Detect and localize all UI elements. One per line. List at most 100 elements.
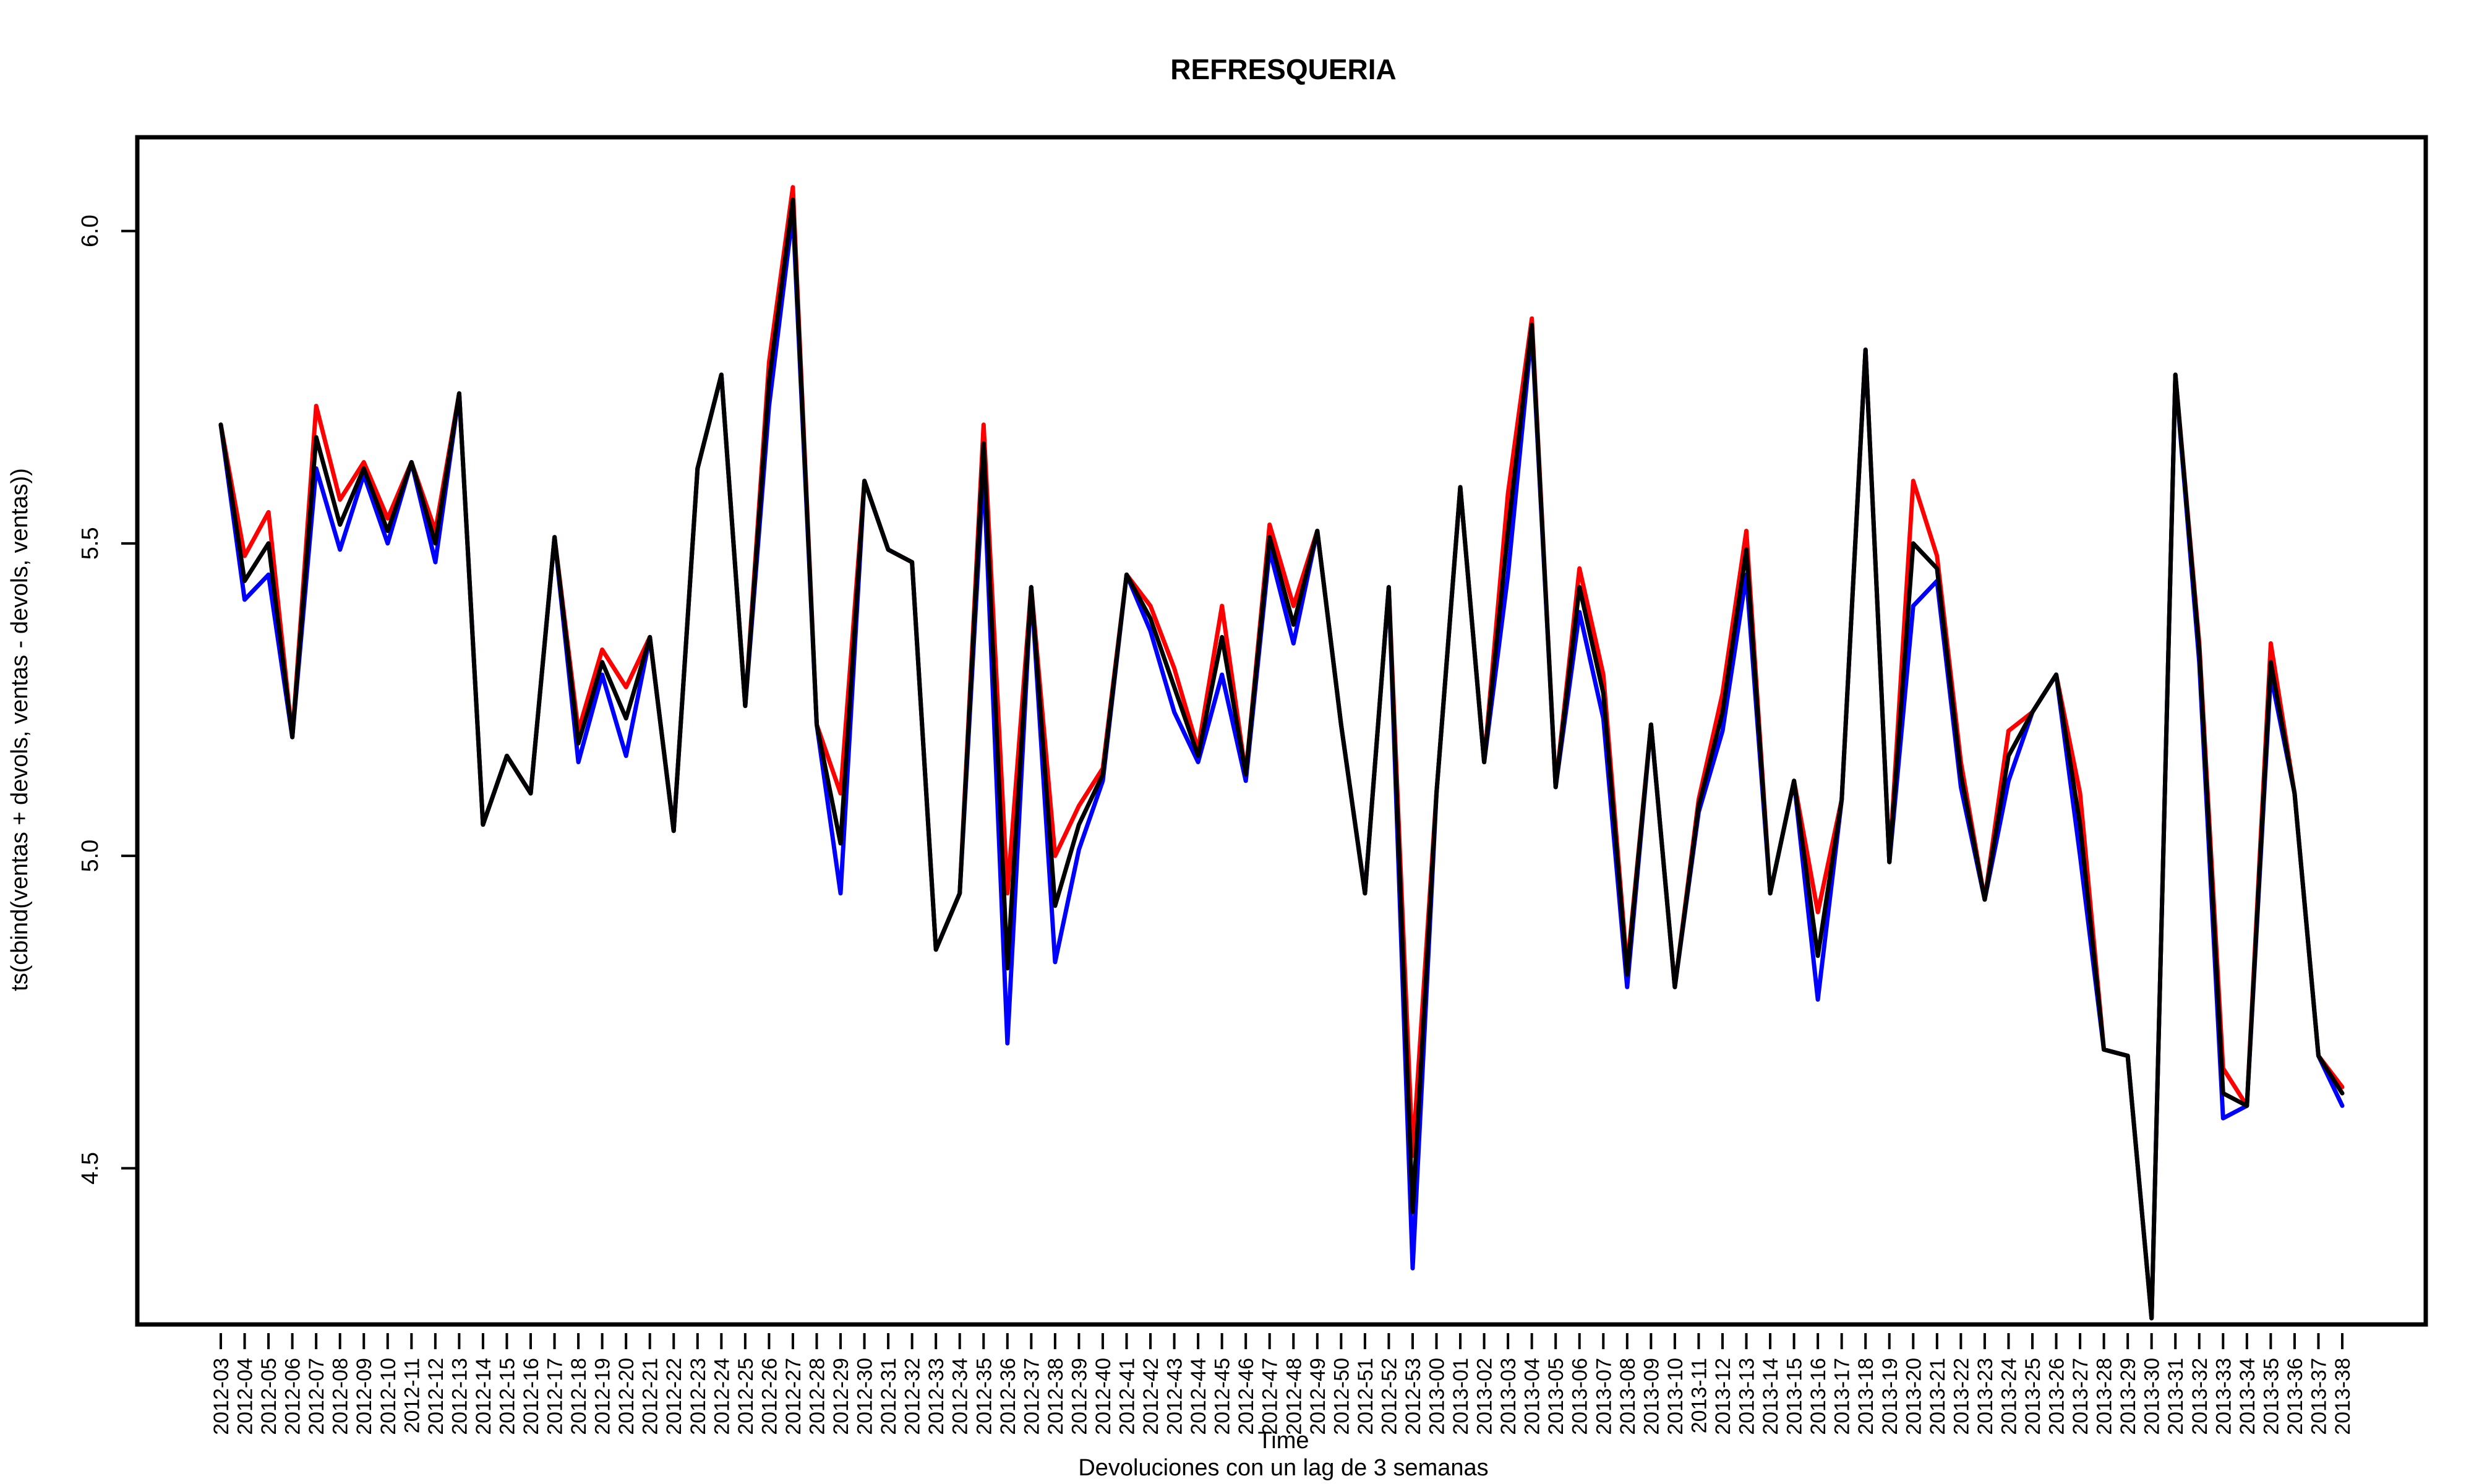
x-tick-label: 2013-35 <box>2259 1358 2283 1435</box>
x-tick-label: 2012-45 <box>1211 1358 1235 1435</box>
x-tick-label: 2012-27 <box>782 1358 805 1435</box>
x-tick-label: 2012-12 <box>424 1358 448 1435</box>
x-tick-label: 2013-28 <box>2093 1358 2117 1435</box>
x-tick-label: 2012-43 <box>1163 1358 1187 1435</box>
x-tick-label: 2012-46 <box>1235 1358 1258 1435</box>
x-tick-label: 2012-34 <box>949 1358 972 1435</box>
x-tick-label: 2013-13 <box>1736 1358 1759 1435</box>
x-tick-label: 2013-08 <box>1616 1358 1640 1435</box>
x-tick-label: 2013-31 <box>2164 1358 2188 1435</box>
x-tick-label: 2013-01 <box>1449 1358 1473 1435</box>
x-tick-label: 2013-25 <box>2021 1358 2045 1435</box>
x-tick-label: 2013-15 <box>1783 1358 1807 1435</box>
x-tick-label: 2012-20 <box>615 1358 638 1435</box>
x-tick-label: 2012-10 <box>377 1358 400 1435</box>
x-tick-label: 2012-50 <box>1330 1358 1353 1435</box>
x-tick-label: 2012-38 <box>1044 1358 1068 1435</box>
chart-subtitle: Devoluciones con un lag de 3 semanas <box>1078 1455 1488 1481</box>
x-tick-label: 2012-41 <box>1115 1358 1139 1435</box>
x-tick-label: 2013-32 <box>2188 1358 2212 1435</box>
x-tick-label: 2013-22 <box>1950 1358 1973 1435</box>
x-tick-label: 2012-42 <box>1139 1358 1163 1435</box>
x-tick-label: 2012-47 <box>1259 1358 1282 1435</box>
x-tick-label: 2012-16 <box>520 1358 543 1435</box>
x-tick-label: 2013-09 <box>1640 1358 1663 1435</box>
x-tick-label: 2012-32 <box>901 1358 925 1435</box>
x-tick-label: 2013-02 <box>1473 1358 1497 1435</box>
y-tick-label: 5.5 <box>77 527 103 560</box>
x-tick-label: 2012-09 <box>353 1358 376 1435</box>
x-tick-label: 2013-30 <box>2141 1358 2164 1435</box>
y-axis: 4.5 5.0 5.5 6.0 <box>77 215 137 1185</box>
x-tick-label: 2012-39 <box>1068 1358 1091 1435</box>
y-tick-label: 5.0 <box>77 840 103 872</box>
x-tick-label: 2013-33 <box>2212 1358 2235 1435</box>
x-tick-label: 2012-13 <box>448 1358 471 1435</box>
x-tick-label: 2012-49 <box>1306 1358 1330 1435</box>
x-tick-label: 2012-18 <box>567 1358 591 1435</box>
x-tick-label: 2013-27 <box>2069 1358 2092 1435</box>
x-tick-label: 2013-19 <box>1878 1358 1902 1435</box>
x-tick-label: 2012-23 <box>687 1358 710 1435</box>
x-tick-label: 2012-52 <box>1377 1358 1401 1435</box>
x-tick-label: 2013-29 <box>2117 1358 2140 1435</box>
x-tick-label: 2013-34 <box>2236 1358 2259 1435</box>
x-tick-label: 2012-07 <box>305 1358 328 1435</box>
x-tick-label: 2012-21 <box>639 1358 662 1435</box>
x-tick-label: 2012-08 <box>329 1358 353 1435</box>
x-tick-label: 2012-33 <box>925 1358 948 1435</box>
x-tick-label: 2013-21 <box>1926 1358 1950 1435</box>
x-tick-label: 2013-37 <box>2307 1358 2331 1435</box>
x-tick-label: 2012-25 <box>734 1358 758 1435</box>
x-tick-label: 2012-30 <box>854 1358 877 1435</box>
x-tick-label: 2013-14 <box>1759 1358 1783 1435</box>
x-tick-label: 2012-40 <box>1092 1358 1115 1435</box>
x-tick-label: 2013-20 <box>1902 1358 1925 1435</box>
x-tick-label: 2013-10 <box>1664 1358 1687 1435</box>
x-tick-label: 2012-48 <box>1282 1358 1306 1435</box>
x-tick-label: 2012-11 <box>400 1358 424 1433</box>
x-tick-label: 2012-35 <box>972 1358 996 1435</box>
x-tick-label: 2013-05 <box>1544 1358 1568 1435</box>
x-tick-label: 2013-03 <box>1497 1358 1520 1435</box>
x-axis: 2012-03 2012-04 2012-05 2012-06 2012-07 2012-… <box>210 1333 2355 1435</box>
x-axis-label: Time <box>1257 1428 1309 1454</box>
x-tick-label: 2012-44 <box>1187 1358 1210 1435</box>
x-tick-label: 2013-12 <box>1711 1358 1735 1435</box>
series-line-2 <box>218 210 2345 1321</box>
x-tick-label: 2012-19 <box>591 1358 615 1435</box>
x-tick-label: 2012-15 <box>495 1358 519 1435</box>
y-axis-label: ts(cbind(ventas + devols, ventas - devol… <box>7 468 33 991</box>
x-tick-label: 2013-38 <box>2331 1358 2355 1435</box>
x-tick-label: 2013-26 <box>2045 1358 2069 1435</box>
x-tick-label: 2013-11 <box>1687 1358 1711 1433</box>
x-tick-label: 2012-04 <box>234 1358 257 1435</box>
x-tick-label: 2013-04 <box>1521 1358 1544 1435</box>
x-tick-label: 2012-36 <box>996 1358 1020 1435</box>
series-line-3 <box>218 197 2345 1321</box>
x-tick-label: 2012-22 <box>662 1358 686 1435</box>
x-tick-label: 2012-14 <box>472 1358 495 1435</box>
x-tick-label: 2013-16 <box>1807 1358 1830 1435</box>
x-tick-label: 2012-06 <box>281 1358 305 1435</box>
x-tick-label: 2013-00 <box>1426 1358 1449 1435</box>
x-tick-label: 2012-26 <box>758 1358 781 1435</box>
x-tick-label: 2012-37 <box>1020 1358 1043 1435</box>
x-tick-label: 2013-07 <box>1592 1358 1616 1435</box>
x-tick-label: 2012-03 <box>210 1358 233 1435</box>
x-tick-label: 2012-53 <box>1402 1358 1425 1435</box>
x-tick-label: 2013-18 <box>1854 1358 1878 1435</box>
chart-title: REFRESQUERIA <box>1170 53 1396 85</box>
series-lines <box>218 185 2345 1321</box>
x-tick-label: 2013-17 <box>1831 1358 1854 1435</box>
x-tick-label: 2013-24 <box>1997 1358 2021 1435</box>
plot-frame <box>135 135 2428 1327</box>
series-line-1 <box>218 185 2345 1321</box>
x-tick-label: 2012-51 <box>1354 1358 1377 1435</box>
y-tick-label: 4.5 <box>77 1152 103 1185</box>
y-tick-label: 6.0 <box>77 215 103 247</box>
x-tick-label: 2012-28 <box>805 1358 829 1435</box>
x-tick-label: 2012-17 <box>544 1358 567 1435</box>
x-tick-label: 2013-23 <box>1974 1358 1997 1435</box>
